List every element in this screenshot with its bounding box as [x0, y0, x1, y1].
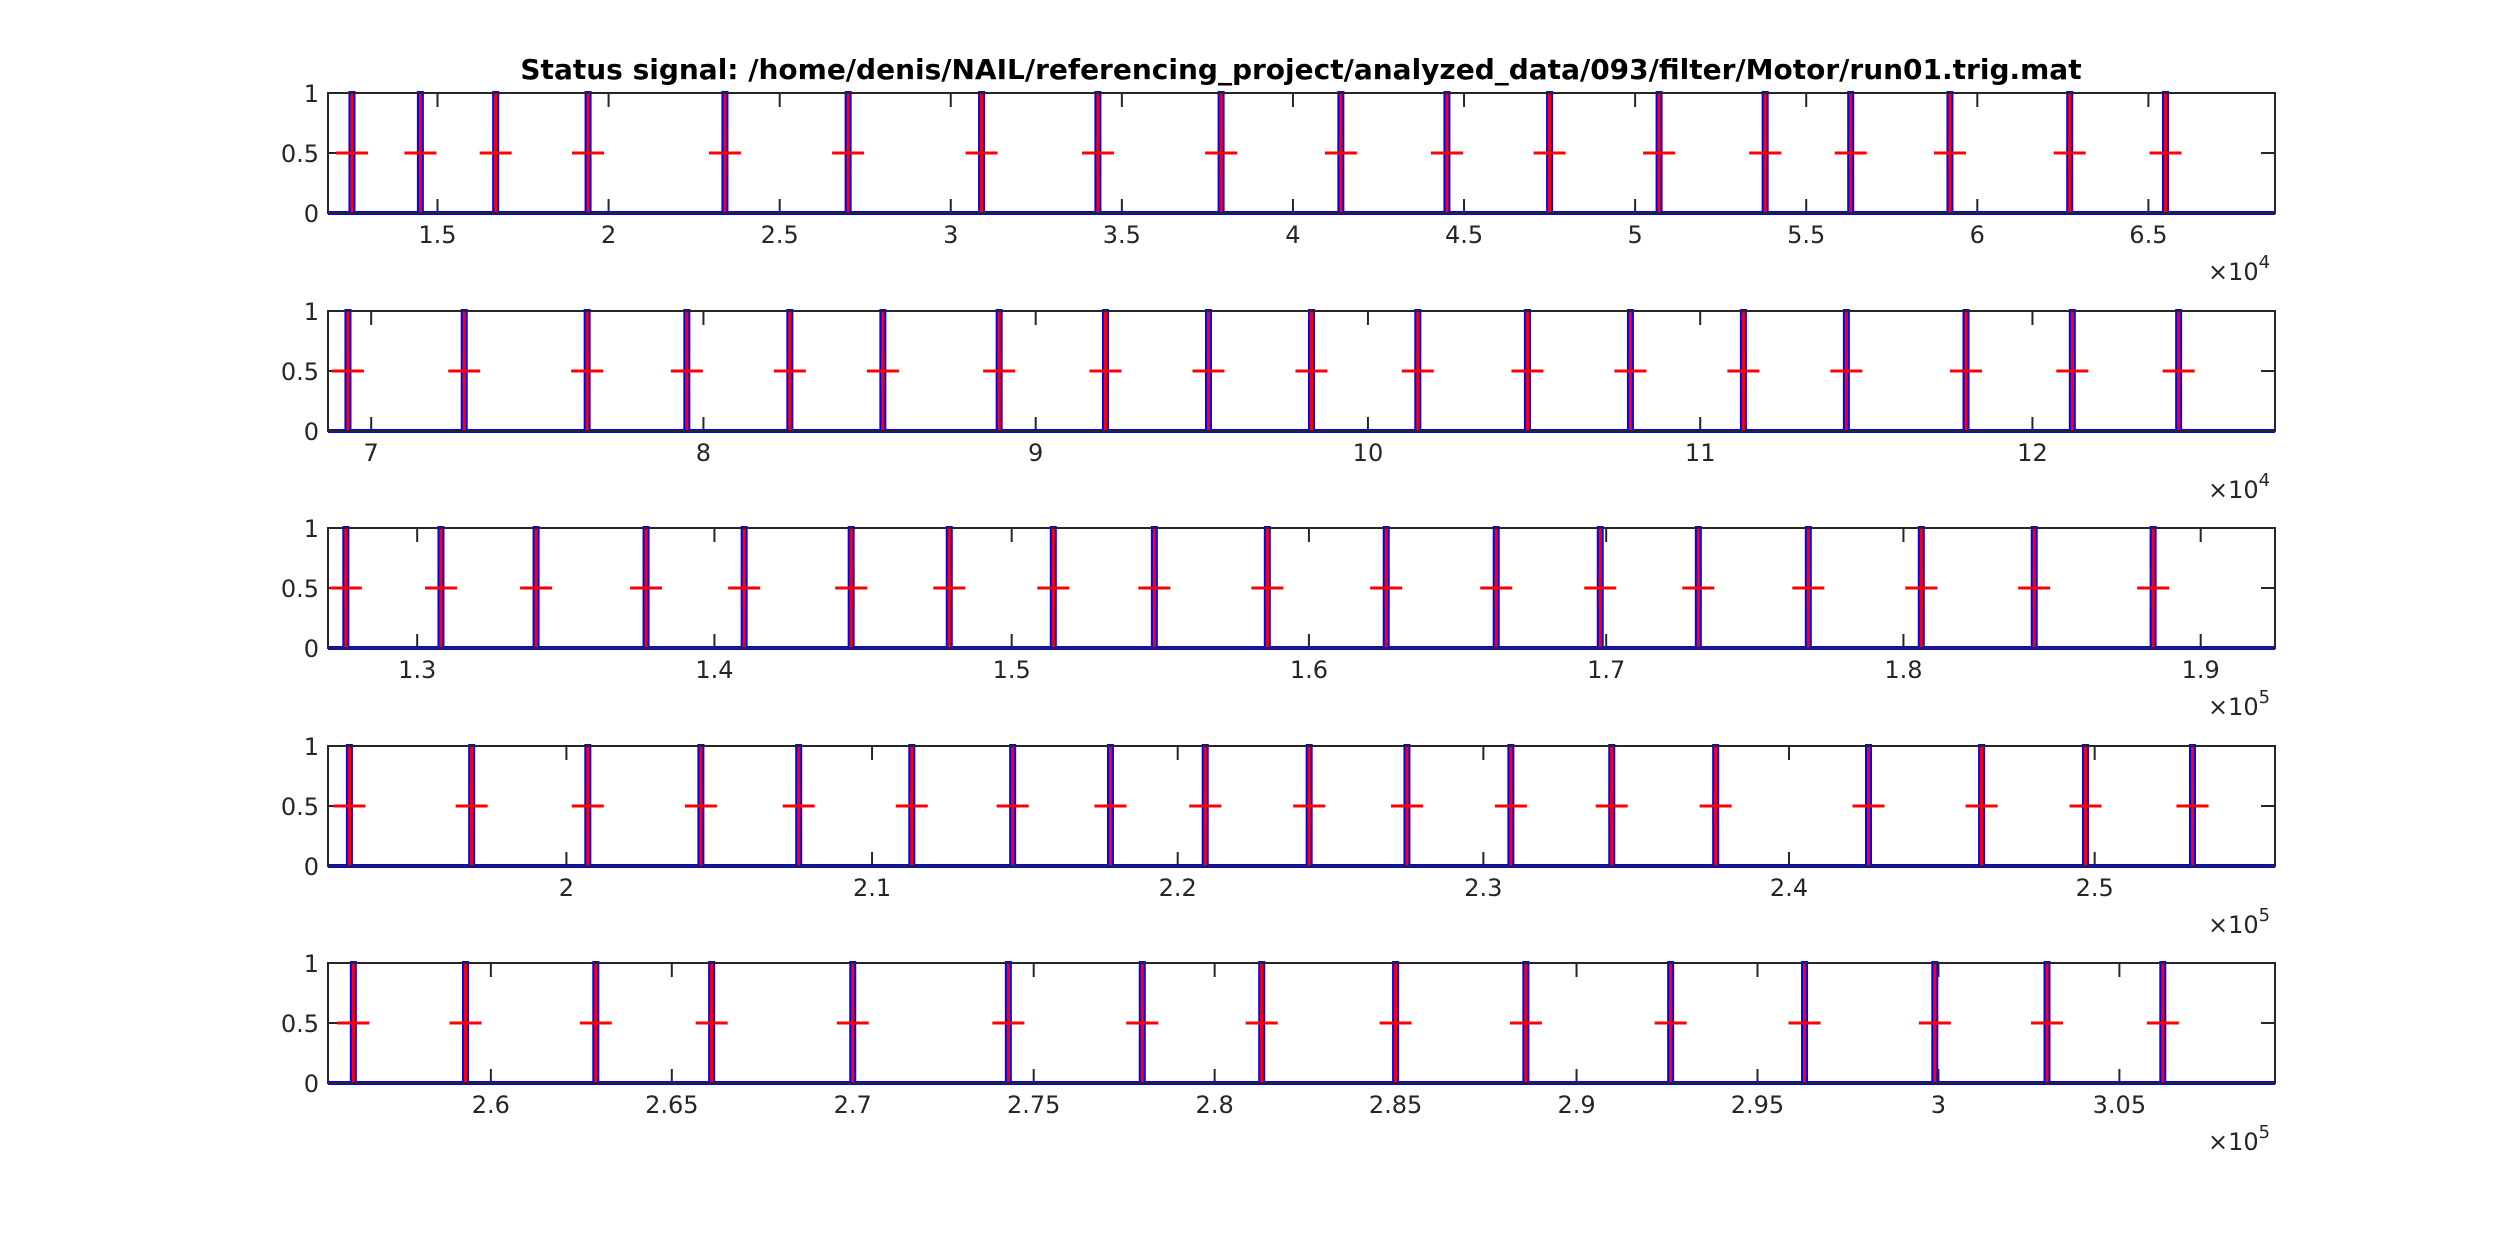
x-tick-label: 2.9 [1557, 1091, 1595, 1119]
axes-box [327, 527, 2276, 649]
x-tick-label: 1.7 [1587, 656, 1625, 684]
x-tick-label: 3.5 [1103, 221, 1141, 249]
x-tick-label: 4 [1285, 221, 1300, 249]
x-exponent-label: ×104 [2208, 252, 2270, 286]
x-tick-label: 2 [601, 221, 616, 249]
y-tick-label: 0 [304, 200, 319, 228]
x-tick-label: 10 [1353, 439, 1384, 467]
x-tick-label: 2 [559, 874, 574, 902]
exponent-base: ×10 [2208, 476, 2259, 504]
y-tick-label: 1 [304, 80, 319, 108]
y-tick-label: 0 [304, 853, 319, 881]
x-tick-label: 2.5 [761, 221, 799, 249]
subplot-4: 0 0.5 1 2 2.1 2.2 2.3 2.4 2.5 ×105 [281, 733, 2276, 939]
x-tick-label: 1.9 [2182, 656, 2220, 684]
x-tick-label: 4.5 [1445, 221, 1483, 249]
x-tick-label: 5.5 [1787, 221, 1825, 249]
x-tick-label: 1.8 [1884, 656, 1922, 684]
x-tick-label: 2.6 [472, 1091, 510, 1119]
axes-box [327, 962, 2276, 1084]
x-tick-label: 8 [696, 439, 711, 467]
x-tick-label: 3 [943, 221, 958, 249]
axes-box [327, 745, 2276, 867]
x-tick-label: 1.5 [993, 656, 1031, 684]
x-tick-label: 11 [1685, 439, 1716, 467]
y-tick-label: 1 [304, 515, 319, 543]
x-tick-label: 2.7 [834, 1091, 872, 1119]
exponent-power: 4 [2259, 252, 2270, 273]
x-tick-label: 6 [1970, 221, 1985, 249]
y-tick-label: 0.5 [281, 793, 319, 821]
x-exponent-label: ×104 [2208, 470, 2270, 504]
axes-box [327, 310, 2276, 432]
x-tick-label: 2.5 [2076, 874, 2114, 902]
x-tick-label: 1.4 [695, 656, 733, 684]
subplot-2: 0 0.5 1 7 8 9 10 11 12 ×104 [281, 298, 2276, 504]
x-tick-label: 2.8 [1196, 1091, 1234, 1119]
plot-area [328, 963, 2275, 1083]
y-tick-label: 0.5 [281, 358, 319, 386]
y-tick-label: 0.5 [281, 575, 319, 603]
x-tick-label: 2.65 [645, 1091, 698, 1119]
x-exponent-label: ×105 [2208, 687, 2270, 721]
x-tick-label: 7 [364, 439, 379, 467]
x-tick-label: 9 [1028, 439, 1043, 467]
y-tick-label: 0.5 [281, 1010, 319, 1038]
chart-title: Status signal: /home/denis/NAIL/referenc… [520, 53, 2081, 86]
exponent-base: ×10 [2208, 258, 2259, 286]
axes-box [327, 92, 2276, 214]
x-tick-label: 3 [1931, 1091, 1946, 1119]
exponent-base: ×10 [2208, 911, 2259, 939]
y-tick-label: 0 [304, 1070, 319, 1098]
y-tick-label: 1 [304, 733, 319, 761]
x-tick-label: 1.3 [398, 656, 436, 684]
x-tick-label: 12 [2017, 439, 2048, 467]
x-tick-label: 2.75 [1007, 1091, 1060, 1119]
y-tick-label: 1 [304, 950, 319, 978]
exponent-base: ×10 [2208, 693, 2259, 721]
exponent-base: ×10 [2208, 1128, 2259, 1156]
plot-area [328, 93, 2275, 213]
exponent-power: 5 [2259, 1122, 2270, 1143]
x-tick-label: 6.5 [2129, 221, 2167, 249]
x-tick-label: 1.5 [418, 221, 456, 249]
y-tick-label: 0.5 [281, 140, 319, 168]
exponent-power: 5 [2259, 905, 2270, 926]
x-tick-label: 3.05 [2093, 1091, 2146, 1119]
y-tick-label: 1 [304, 298, 319, 326]
x-tick-label: 5 [1627, 221, 1642, 249]
subplot-5: 0 0.5 1 2.6 2.65 2.7 2.75 2.8 2.85 2.9 2.95 3 3.05 ×1… [281, 950, 2276, 1156]
x-tick-label: 2.2 [1159, 874, 1197, 902]
x-tick-label: 2.95 [1731, 1091, 1784, 1119]
x-tick-label: 2.85 [1369, 1091, 1422, 1119]
x-tick-label: 2.3 [1464, 874, 1502, 902]
x-exponent-label: ×105 [2208, 905, 2270, 939]
exponent-power: 5 [2259, 687, 2270, 708]
subplot-1: 00.511.5 2 2.5 3 3.5 4 4.5 5 5.5 6 6.5×104 [281, 80, 2276, 286]
subplot-3: 0 0.5 1 1.3 1.4 1.5 1.6 1.7 1.8 1.9 ×105 [281, 515, 2276, 721]
x-tick-label: 2.1 [853, 874, 891, 902]
y-tick-label: 0 [304, 418, 319, 446]
x-tick-label: 1.6 [1290, 656, 1328, 684]
x-tick-label: 2.4 [1770, 874, 1808, 902]
x-exponent-label: ×105 [2208, 1122, 2270, 1156]
plot-area [328, 528, 2275, 648]
exponent-power: 4 [2259, 470, 2270, 491]
y-tick-label: 0 [304, 635, 319, 663]
